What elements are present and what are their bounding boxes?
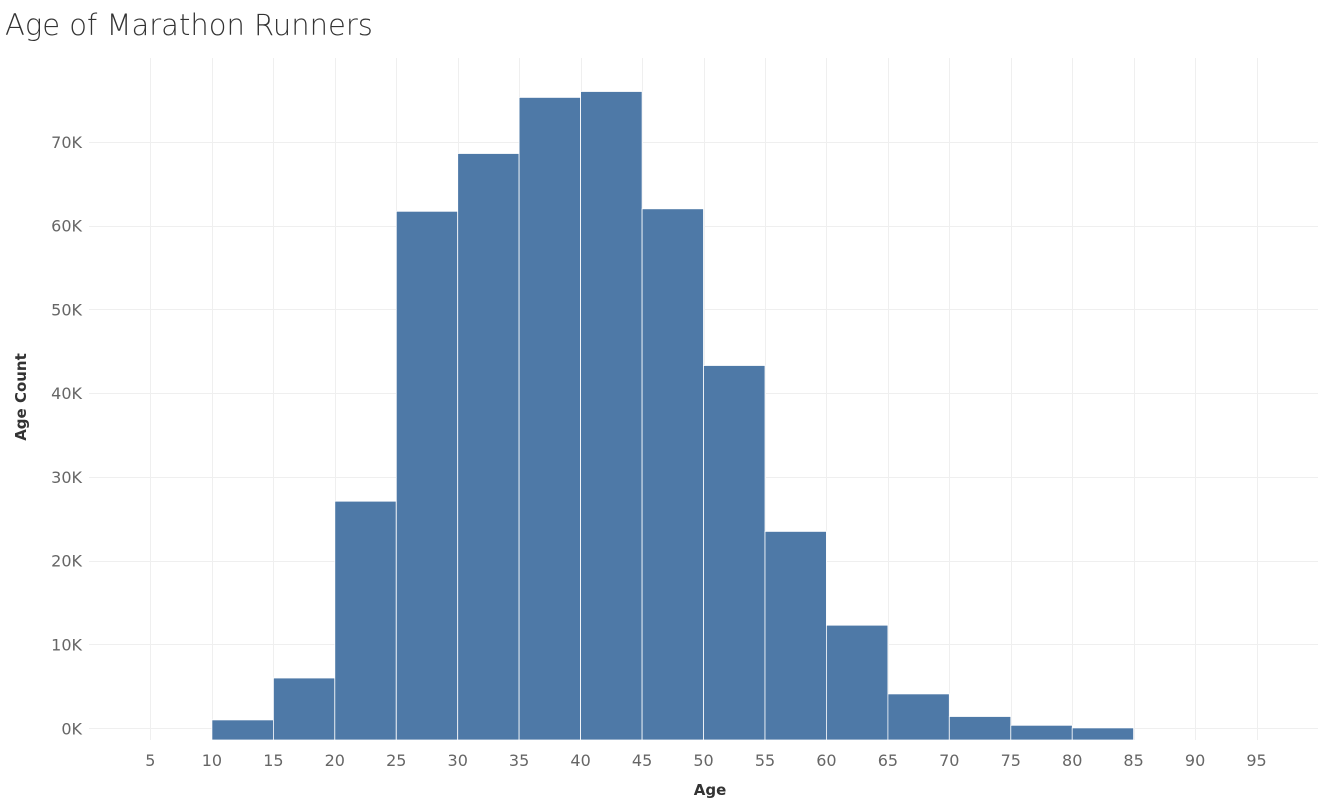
x-tick-label: 30 <box>448 751 468 770</box>
x-tick-label: 15 <box>263 751 283 770</box>
y-tick-label: 0K <box>61 719 82 738</box>
chart-title: Age of Marathon Runners <box>5 8 373 42</box>
x-tick-label: 85 <box>1123 751 1143 770</box>
histogram-bar <box>1071 727 1134 741</box>
x-tick-label: 25 <box>386 751 406 770</box>
x-tick-label: 20 <box>325 751 345 770</box>
x-tick-label: 45 <box>632 751 652 770</box>
histogram-bar <box>580 91 643 741</box>
y-tick-label: 30K <box>51 468 82 487</box>
x-tick-label: 80 <box>1062 751 1082 770</box>
x-tick-label: 40 <box>570 751 590 770</box>
histogram-bar <box>457 153 520 741</box>
y-tick-label: 60K <box>51 217 82 236</box>
histogram-bar <box>334 500 397 741</box>
histogram-bar <box>395 210 459 741</box>
y-tick-label: 50K <box>51 300 82 319</box>
x-tick-label: 55 <box>755 751 775 770</box>
histogram-bar <box>887 693 950 741</box>
x-tick-label: 75 <box>1001 751 1021 770</box>
histogram-bar <box>764 531 827 741</box>
y-tick-label: 70K <box>51 133 82 152</box>
x-tick-label: 65 <box>878 751 898 770</box>
x-tick-label: 5 <box>145 751 155 770</box>
x-tick-label: 90 <box>1185 751 1205 770</box>
x-tick-label: 70 <box>939 751 959 770</box>
x-tick-label: 50 <box>693 751 713 770</box>
x-tick-label: 95 <box>1246 751 1266 770</box>
histogram-bar <box>272 677 336 741</box>
histogram-bar <box>703 365 766 741</box>
y-tick-label: 40K <box>51 384 82 403</box>
histogram-bar <box>1010 724 1073 741</box>
histogram-bar <box>826 624 889 741</box>
histogram-bar <box>641 208 704 741</box>
histogram-bar <box>211 719 274 741</box>
histogram-bar <box>518 97 581 741</box>
y-tick-label: 20K <box>51 552 82 571</box>
y-tick-label: 10K <box>51 636 82 655</box>
histogram-bar <box>948 716 1012 741</box>
x-tick-label: 60 <box>816 751 836 770</box>
x-tick-label: 35 <box>509 751 529 770</box>
x-tick-label: 10 <box>202 751 222 770</box>
x-axis-title: Age <box>693 781 727 799</box>
